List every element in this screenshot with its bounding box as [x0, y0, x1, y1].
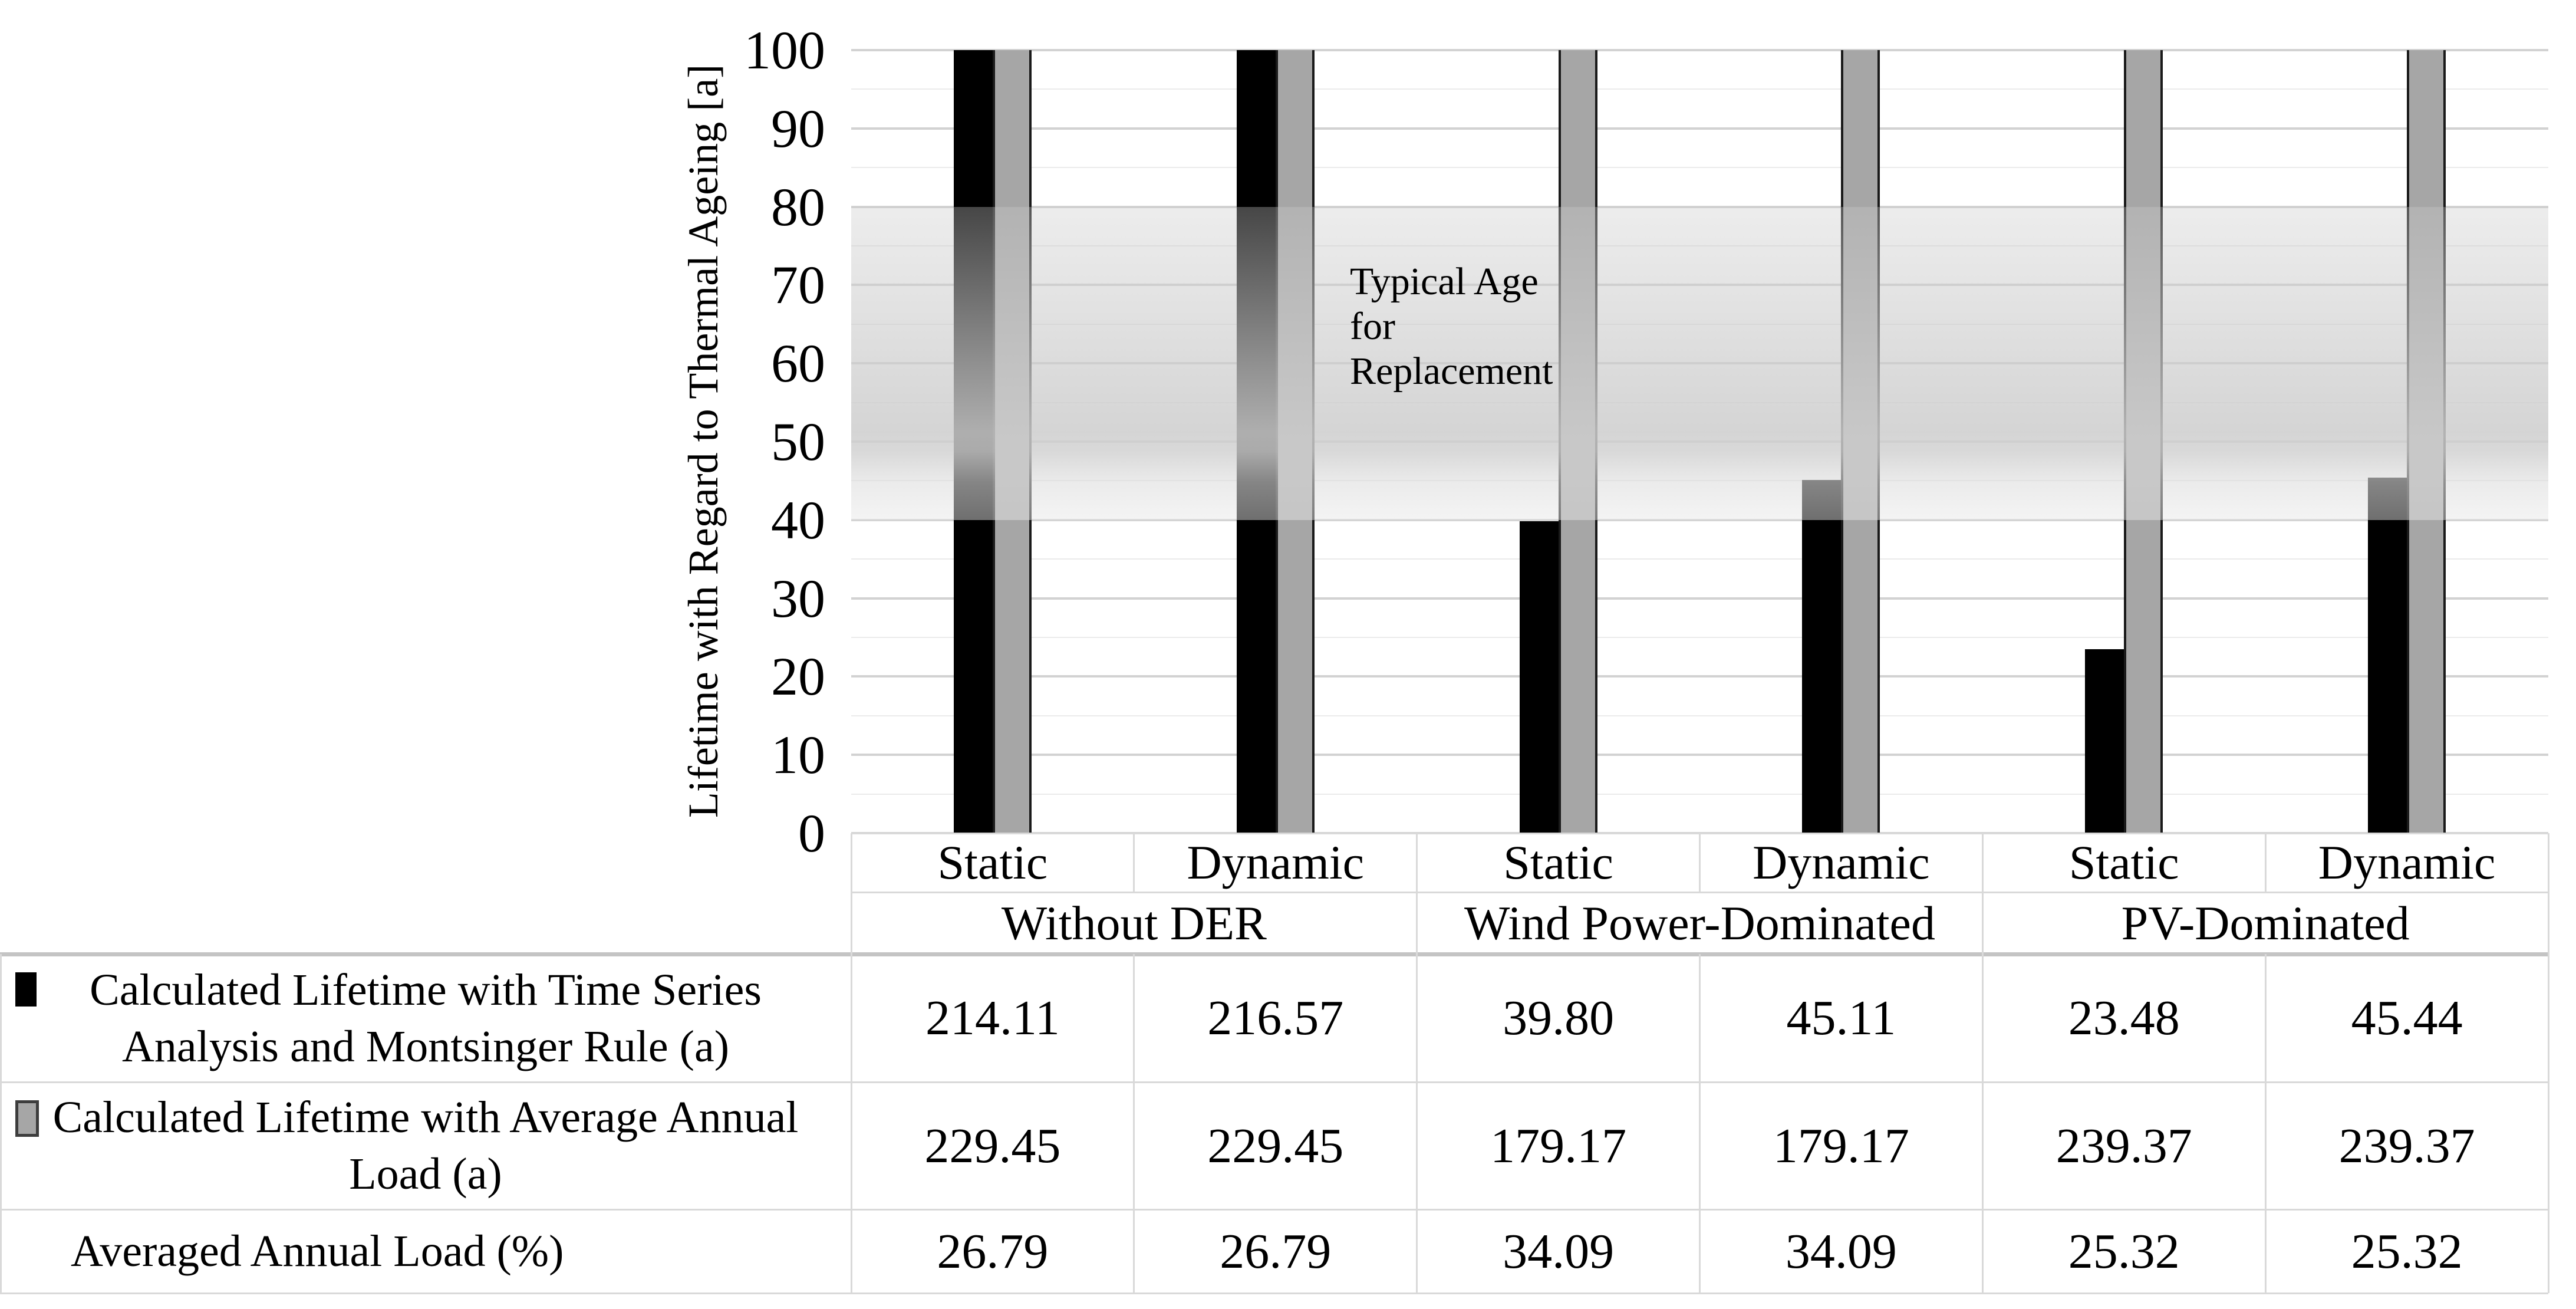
series-label-line: Calculated Lifetime with Time Series — [90, 965, 762, 1015]
gridline — [851, 88, 2548, 90]
table-border-h — [0, 952, 2548, 956]
table-border-v — [1699, 833, 1701, 892]
group-cell: Wind Power-Dominated — [1464, 896, 1935, 950]
table-border-v — [2547, 892, 2549, 954]
y-tick-label: 60 — [771, 333, 825, 394]
y-tick-label: 40 — [771, 489, 825, 550]
table-border-h — [851, 891, 2548, 893]
y-tick-label: 50 — [771, 412, 825, 472]
value-cell-annual-load: 25.32 — [2068, 1224, 2180, 1279]
table-border-v — [1699, 954, 1701, 1293]
gridline — [851, 127, 2548, 130]
gridline — [851, 675, 2548, 678]
value-cell-time-series: 39.80 — [1503, 991, 1615, 1045]
value-cell-average-load: 229.45 — [924, 1118, 1061, 1173]
annotation-line: Typical Age — [1350, 260, 1539, 303]
y-tick-label: 10 — [771, 725, 825, 785]
category-cell: Dynamic — [1187, 836, 1365, 889]
y-tick-label: 30 — [771, 568, 825, 629]
table-border-v — [1416, 892, 1418, 954]
table-border-v — [2264, 954, 2267, 1293]
y-tick-label: 20 — [771, 646, 825, 707]
value-cell-average-load: 239.37 — [2338, 1118, 2475, 1173]
gridline — [851, 637, 2548, 638]
category-cell: Static — [937, 836, 1048, 889]
table-border-v — [1133, 954, 1135, 1293]
table-border-v — [2547, 954, 2549, 1293]
value-cell-time-series: 214.11 — [925, 991, 1060, 1045]
bar-time-series — [2085, 649, 2124, 833]
legend-key-time-series — [15, 972, 37, 1007]
extra-row-label: Averaged Annual Load (%) — [71, 1226, 564, 1276]
gridline — [851, 597, 2548, 600]
value-cell-time-series: 45.44 — [2351, 991, 2463, 1045]
y-tick-label: 80 — [771, 176, 825, 237]
value-cell-average-load: 179.17 — [1773, 1118, 1909, 1173]
category-cell: Static — [2068, 836, 2179, 889]
table-border-v — [2264, 833, 2267, 892]
gridline — [851, 167, 2548, 169]
gridline — [851, 558, 2548, 560]
series-label-line: Load (a) — [349, 1149, 502, 1199]
table-border-h — [0, 1208, 2548, 1211]
series-label-line: Calculated Lifetime with Average Annual — [52, 1093, 799, 1142]
bar-time-series — [2368, 477, 2407, 833]
value-cell-annual-load: 34.09 — [1503, 1224, 1615, 1279]
value-cell-average-load: 229.45 — [1207, 1118, 1344, 1173]
value-cell-time-series: 23.48 — [2068, 991, 2180, 1045]
group-cell: PV-Dominated — [2121, 896, 2410, 950]
value-cell-annual-load: 34.09 — [1785, 1224, 1897, 1279]
table-border-v — [850, 954, 852, 1293]
table-border-h — [0, 1081, 2548, 1083]
gridline — [851, 715, 2548, 716]
gridline — [851, 793, 2548, 795]
table-border-v — [1981, 833, 1984, 892]
bar-time-series — [1802, 479, 1842, 833]
table-border-v — [1133, 833, 1135, 892]
replacement-band — [851, 206, 2548, 520]
value-cell-average-load: 239.37 — [2055, 1118, 2192, 1173]
value-cell-annual-load: 26.79 — [937, 1224, 1049, 1279]
table-border-v — [850, 892, 852, 954]
table-border-v — [1981, 892, 1984, 954]
table-border-v — [2547, 833, 2549, 892]
table-border-h — [0, 1292, 2548, 1294]
y-tick-label: 70 — [771, 255, 825, 315]
category-cell: Dynamic — [2318, 836, 2496, 889]
gridline — [851, 754, 2548, 757]
value-cell-average-load: 179.17 — [1490, 1118, 1627, 1173]
y-tick-label: 0 — [798, 803, 825, 863]
value-cell-time-series: 45.11 — [1786, 991, 1896, 1045]
y-tick-label: 90 — [771, 98, 825, 159]
annotation-line: for — [1350, 305, 1395, 348]
legend-key-average-load — [15, 1100, 39, 1137]
table-border-v — [1416, 954, 1418, 1293]
table-border-v — [850, 833, 852, 892]
table-border-v — [1416, 833, 1418, 892]
y-tick-label: 100 — [744, 20, 825, 80]
bar-time-series — [1519, 521, 1559, 833]
table-border-v — [0, 954, 2, 1293]
annotation-line: Replacement — [1350, 350, 1553, 393]
series-label-line: Analysis and Montsinger Rule (a) — [121, 1021, 730, 1071]
value-cell-annual-load: 26.79 — [1220, 1224, 1332, 1279]
gridline — [851, 518, 2548, 521]
value-cell-annual-load: 25.32 — [2351, 1224, 2463, 1279]
table-border-v — [1981, 954, 1984, 1293]
gridline — [851, 49, 2548, 51]
category-cell: Dynamic — [1753, 836, 1930, 889]
series-label-cell-average-load: Calculated Lifetime with Average Annual L… — [0, 1082, 851, 1209]
group-cell: Without DER — [1001, 896, 1267, 950]
value-cell-time-series: 216.57 — [1207, 991, 1344, 1045]
category-cell: Static — [1503, 836, 1613, 889]
series-label-cell-time-series: Calculated Lifetime with Time Series Anal… — [0, 954, 851, 1082]
